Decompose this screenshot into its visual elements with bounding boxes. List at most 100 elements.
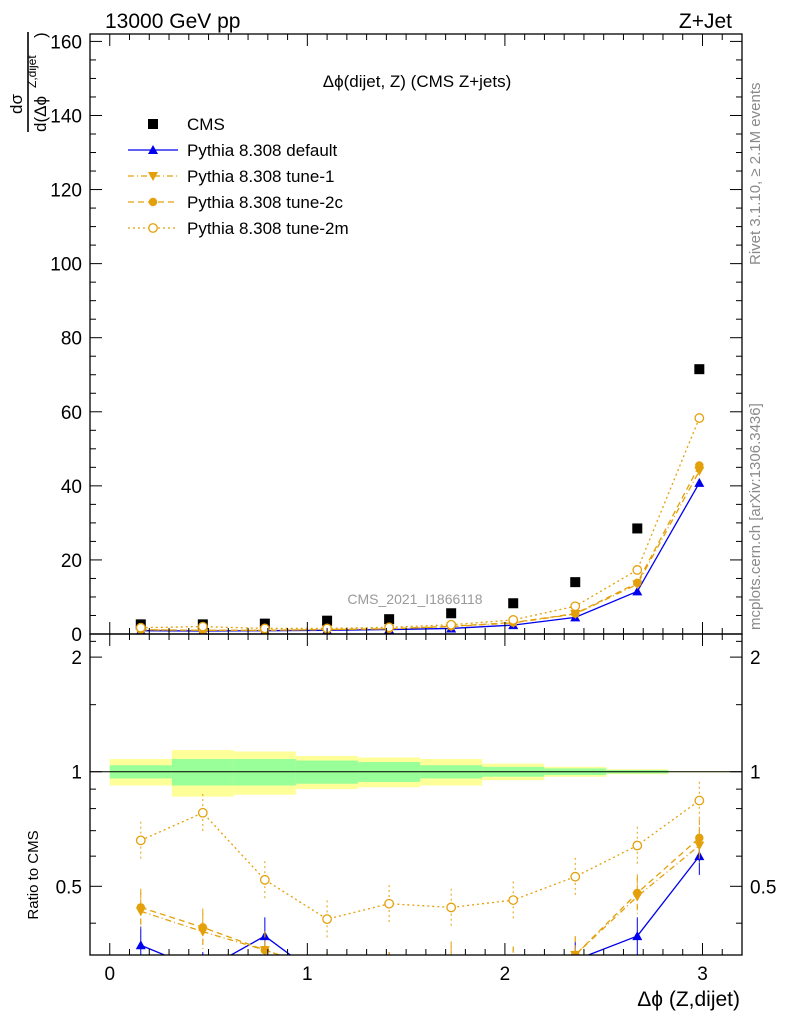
data-point bbox=[694, 364, 705, 375]
legend-marker bbox=[148, 223, 158, 233]
ratio-point bbox=[385, 967, 394, 976]
ratio-point bbox=[322, 977, 332, 986]
y-tick-label: 160 bbox=[50, 32, 82, 53]
legend-label: Pythia 8.308 tune-2m bbox=[187, 219, 349, 238]
data-point bbox=[695, 461, 704, 470]
data-point bbox=[570, 601, 581, 612]
ratio-point bbox=[570, 955, 580, 964]
mcplots-text: mcplots.cern.ch [arXiv:1306.3436] bbox=[747, 403, 764, 630]
data-point bbox=[446, 608, 457, 619]
x-tick-label: 3 bbox=[697, 964, 708, 985]
ratio-frame bbox=[89, 633, 743, 956]
legend-entry-3: Pythia 8.308 tune-2c bbox=[128, 193, 343, 212]
series-4 bbox=[135, 413, 705, 634]
legend-label: CMS bbox=[187, 115, 225, 134]
data-point bbox=[632, 523, 643, 534]
ratio-series-0 bbox=[135, 837, 705, 986]
ratio-point bbox=[446, 961, 456, 970]
ratio-point bbox=[508, 895, 519, 905]
ratio-tick-label-right: 1 bbox=[750, 763, 761, 784]
x-tick-label: 2 bbox=[500, 964, 511, 985]
data-point bbox=[632, 586, 643, 596]
ratio-tick-label: 1 bbox=[71, 763, 82, 784]
ratio-series bbox=[135, 781, 705, 986]
data-point bbox=[570, 609, 580, 618]
series-3 bbox=[136, 461, 704, 634]
ratio-tick-label-right: 2 bbox=[750, 648, 761, 669]
ratio-point bbox=[136, 903, 146, 912]
ratio-tick-label: 0.5 bbox=[56, 877, 82, 898]
data-point bbox=[632, 565, 643, 575]
legend-entry-0: CMS bbox=[148, 115, 225, 134]
x-axis-label: Δϕ (Z,dijet) bbox=[637, 988, 740, 1011]
ratio-point bbox=[694, 841, 705, 851]
series-1 bbox=[136, 477, 705, 634]
stat-uncertainty-band bbox=[233, 758, 296, 786]
ratio-point bbox=[135, 940, 146, 950]
ratio-point bbox=[446, 902, 457, 913]
ratio-bands bbox=[109, 750, 731, 797]
y-tick-label: 100 bbox=[50, 255, 82, 276]
main-panel: 0 20 40 60 80 100 120 140 160 bbox=[50, 32, 743, 646]
y-tick-label: 0 bbox=[71, 625, 82, 646]
ratio-point bbox=[198, 966, 208, 975]
data-point bbox=[446, 619, 457, 630]
legend-entry-1: Pythia 8.308 default bbox=[128, 141, 338, 160]
ratio-point bbox=[384, 966, 394, 975]
x-tick-label: 0 bbox=[104, 964, 115, 985]
y-tick-label: 140 bbox=[50, 106, 82, 127]
series-line bbox=[140, 482, 700, 632]
main-series bbox=[135, 364, 705, 634]
ratio-point bbox=[632, 840, 643, 851]
data-point bbox=[135, 622, 146, 633]
data-point bbox=[508, 615, 519, 625]
ratio-point bbox=[135, 835, 146, 846]
ratio-panel: 0 1 2 3 0.5 0.5 1 1 2 2 bbox=[56, 34, 776, 986]
ratio-point bbox=[384, 898, 395, 909]
ratio-point bbox=[694, 795, 705, 806]
legend-marker bbox=[148, 145, 158, 154]
series-line bbox=[140, 465, 700, 631]
ratio-point bbox=[570, 950, 580, 955]
ratio-point bbox=[632, 931, 643, 941]
y-axis-label-top: dσ bbox=[7, 94, 26, 114]
ratio-point bbox=[509, 961, 518, 970]
series-0 bbox=[135, 364, 705, 630]
ratio-point bbox=[570, 871, 581, 882]
y-axis-label-close: ) bbox=[31, 32, 50, 38]
ratio-series-1 bbox=[135, 826, 705, 970]
header-left: 13000 GeV pp bbox=[105, 10, 240, 33]
ratio-y-axis-label: Ratio to CMS bbox=[25, 830, 42, 919]
data-point bbox=[694, 413, 705, 423]
data-point bbox=[384, 614, 395, 625]
data-point bbox=[633, 578, 642, 588]
ratio-line bbox=[140, 844, 700, 955]
ratio-point bbox=[198, 923, 208, 932]
legend-label: Pythia 8.308 default bbox=[187, 141, 338, 160]
data-point bbox=[384, 622, 395, 633]
ratio-line bbox=[140, 800, 700, 920]
y-tick-label: 40 bbox=[61, 477, 82, 498]
ratio-point bbox=[447, 956, 456, 965]
legend-label: Pythia 8.308 tune-1 bbox=[187, 167, 334, 186]
series-2 bbox=[135, 467, 705, 634]
side-label-rivet: Rivet 3.1.10, ≥ 2.1M events bbox=[747, 83, 764, 266]
ratio-tick-label: 2 bbox=[71, 648, 82, 669]
ratio-series-2 bbox=[136, 819, 704, 976]
y-axis-label-sup: Z,dijet bbox=[25, 55, 39, 88]
ratio-line bbox=[140, 855, 700, 955]
stat-uncertainty-band bbox=[171, 758, 234, 786]
ratio-point bbox=[260, 945, 270, 955]
data-point bbox=[694, 477, 705, 487]
plot-title: Δϕ(dijet, Z) (CMS Z+jets) bbox=[323, 72, 512, 91]
x-tick-label: 1 bbox=[302, 964, 313, 985]
y-tick-label: 20 bbox=[61, 551, 82, 572]
header-right: Z+Jet bbox=[679, 10, 732, 33]
y-axis-label-bottom: d(Δϕ bbox=[31, 96, 50, 132]
data-point bbox=[197, 621, 208, 632]
legend-entry-2: Pythia 8.308 tune-1 bbox=[128, 167, 334, 186]
ratio-point bbox=[197, 807, 208, 818]
ratio-point bbox=[259, 874, 270, 885]
legend-marker bbox=[148, 197, 158, 207]
side-label-mcplots: mcplots.cern.ch [arXiv:1306.3436] bbox=[747, 403, 764, 630]
